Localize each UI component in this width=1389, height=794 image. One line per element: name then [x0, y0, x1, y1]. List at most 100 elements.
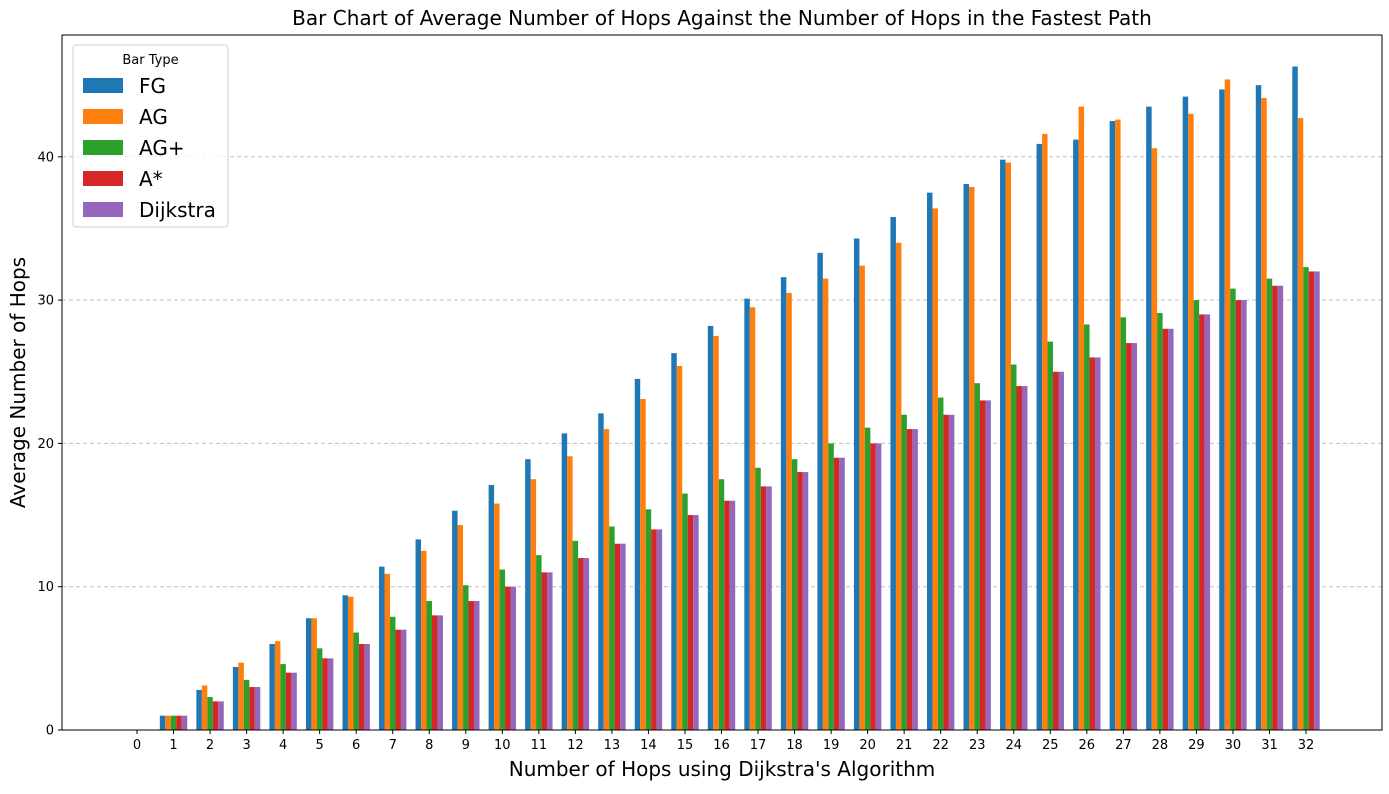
bar-ag-18	[786, 292, 792, 730]
bar-fg-7	[379, 566, 385, 730]
legend-swatch	[83, 140, 123, 155]
x-tick-label: 19	[823, 738, 840, 753]
bar-ag-2	[201, 685, 208, 730]
bar-ag-16	[713, 335, 719, 730]
bar-ag-23	[974, 383, 980, 730]
bar-fg-30	[1219, 89, 1225, 730]
bar-ag-15	[676, 366, 683, 730]
x-tick-label: 11	[531, 738, 548, 753]
bar-dijkstra-21	[912, 429, 918, 730]
bar-a-5	[322, 658, 328, 730]
bar-ag-7	[389, 616, 396, 730]
bar-ag-6	[353, 632, 359, 730]
bar-ag-31	[1261, 98, 1267, 731]
bar-ag-24	[1011, 364, 1017, 730]
bar-ag-22	[932, 208, 938, 731]
bar-ag-11	[530, 479, 537, 730]
bar-ag-29	[1188, 113, 1194, 730]
bar-dijkstra-16	[729, 500, 736, 730]
bar-dijkstra-22	[948, 414, 955, 730]
bar-ag-21	[901, 414, 907, 730]
x-tick-label: 7	[389, 738, 397, 753]
bar-dijkstra-23	[985, 400, 991, 730]
x-tick-label: 22	[932, 738, 949, 753]
bar-fg-18	[780, 277, 787, 730]
x-tick-label: 26	[1079, 738, 1096, 753]
x-tick-label: 4	[279, 738, 287, 753]
bar-ag-31	[1266, 278, 1273, 730]
bar-dijkstra-32	[1314, 271, 1320, 730]
bar-fg-6	[342, 595, 348, 730]
bar-dijkstra-15	[693, 515, 699, 730]
bar-ag-20	[864, 427, 871, 730]
bar-fg-15	[671, 353, 677, 730]
bar-ag-19	[822, 278, 829, 730]
bar-ag-7	[384, 573, 390, 730]
bar-ag-28	[1151, 148, 1158, 731]
bar-a-31	[1272, 285, 1278, 730]
bar-ag-15	[682, 493, 688, 730]
bar-ag-21	[895, 242, 902, 730]
bar-ag-13	[609, 526, 615, 730]
bar-fg-22	[926, 192, 933, 731]
x-tick-label: 23	[969, 738, 986, 753]
x-tick-label: 20	[859, 738, 876, 753]
bar-dijkstra-28	[1168, 328, 1174, 730]
bar-ag-25	[1042, 133, 1048, 730]
bar-ag-12	[572, 540, 579, 730]
x-tick-label: 17	[750, 738, 767, 753]
bar-ag-14	[640, 398, 646, 730]
bar-a-30	[1235, 300, 1242, 730]
bar-dijkstra-30	[1241, 300, 1247, 730]
x-tick-label: 28	[1152, 738, 1169, 753]
bar-fg-14	[634, 378, 641, 730]
bar-ag-1	[165, 715, 171, 730]
x-tick-label: 27	[1115, 738, 1132, 753]
legend-label: A*	[139, 167, 163, 191]
bar-ag-25	[1047, 341, 1054, 730]
bar-ag-32	[1303, 267, 1309, 730]
bar-ag-9	[457, 525, 464, 730]
bar-fg-19	[817, 252, 823, 730]
bar-dijkstra-19	[839, 457, 845, 730]
bar-a-15	[687, 515, 694, 730]
bar-ag-4	[274, 641, 281, 730]
bar-ag-26	[1084, 324, 1090, 730]
bar-a-1	[176, 715, 182, 730]
y-tick-label: 10	[37, 580, 54, 595]
bar-dijkstra-5	[327, 658, 334, 730]
bar-dijkstra-27	[1131, 343, 1138, 730]
bar-dijkstra-9	[474, 601, 480, 730]
x-tick-label: 12	[567, 738, 584, 753]
x-tick-label: 5	[316, 738, 324, 753]
bar-a-11	[541, 572, 548, 730]
legend-title: Bar Type	[122, 53, 178, 68]
bar-ag-26	[1078, 106, 1085, 731]
bar-ag-23	[968, 186, 975, 730]
bar-ag-4	[280, 664, 286, 730]
bar-ag-12	[567, 456, 573, 730]
bar-fg-25	[1036, 143, 1043, 730]
legend-swatch	[83, 109, 123, 124]
bar-a-6	[358, 644, 365, 730]
bar-dijkstra-6	[364, 644, 370, 730]
x-tick-label: 16	[713, 738, 730, 753]
bar-a-12	[578, 558, 584, 730]
legend-swatch	[83, 78, 123, 93]
bar-fg-1	[159, 715, 166, 730]
bar-dijkstra-20	[875, 443, 882, 730]
bar-a-9	[468, 601, 475, 730]
bar-dijkstra-26	[1095, 357, 1101, 730]
legend-label: AG+	[139, 136, 185, 160]
bar-ag-17	[749, 307, 756, 730]
bar-a-2	[212, 701, 219, 730]
bar-fg-12	[561, 433, 568, 730]
bar-dijkstra-1	[181, 715, 188, 730]
bar-a-19	[833, 457, 840, 730]
bar-fg-8	[415, 539, 422, 730]
bar-ag-17	[755, 467, 761, 730]
bar-fg-27	[1109, 120, 1116, 731]
x-tick-label: 10	[494, 738, 511, 753]
